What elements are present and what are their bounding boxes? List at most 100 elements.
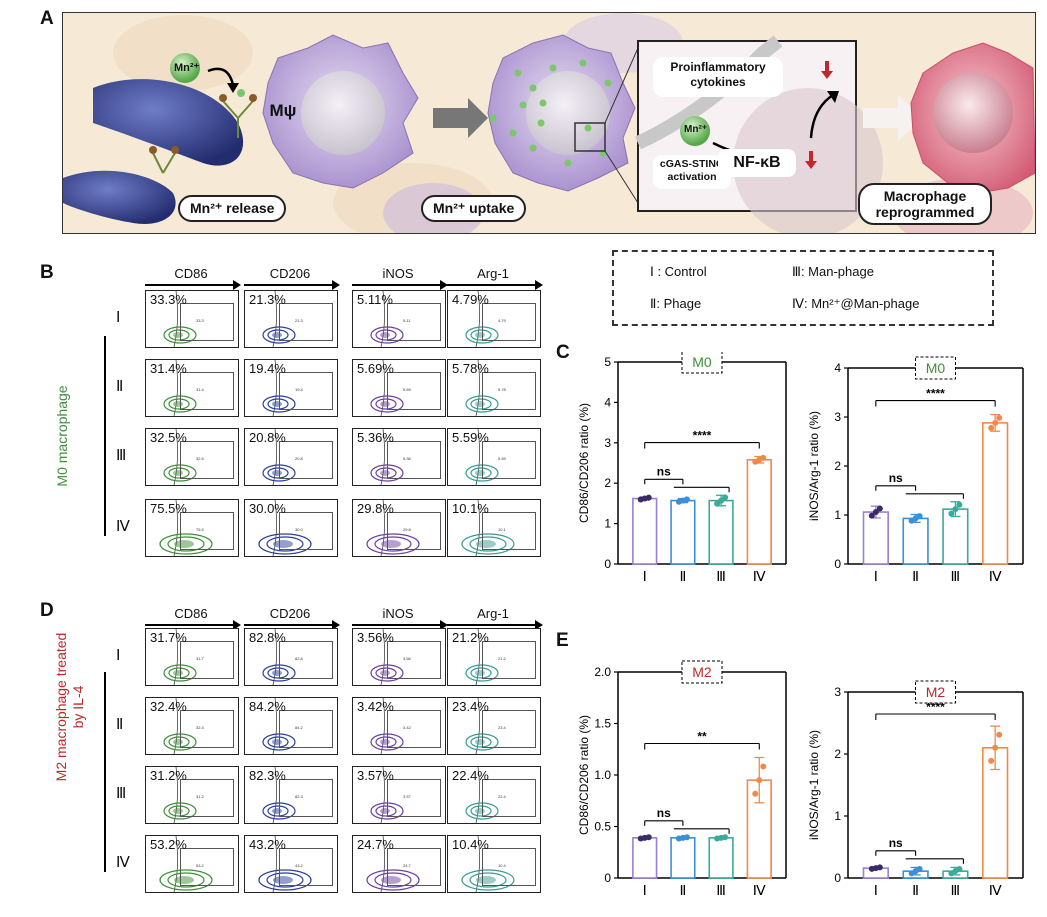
d-row-label: Ⅱ [116,717,124,733]
gate-rectangle [180,848,234,886]
b-gate-value: 20.8 [295,456,303,461]
b-header-arrow [352,280,448,290]
x-tick-label: Ⅳ [989,884,1002,899]
bar [942,508,969,565]
gate-rectangle [387,372,441,410]
data-point [956,865,963,872]
bar [670,499,696,565]
y-tick-label: 2.0 [594,665,611,679]
b-percent: 33.3% [150,292,187,307]
data-point [645,834,652,841]
d-flow-plot: 23.4% 23.4 [447,697,541,755]
x-tick-label: Ⅰ [874,570,878,585]
legend-control: Ⅰ : Control [650,264,707,279]
b-header-1: CD206 [269,266,311,281]
b-gate-value: 4.79 [498,318,506,323]
b-flow-plot: 5.11% 5.11 [352,290,446,348]
d-row-label: Ⅳ [116,855,130,871]
mn-ion-label: Mn²⁺ [174,62,200,74]
group-tag-box [681,352,723,374]
y-tick-label: 1 [834,508,841,522]
y-tick-label: 3 [604,436,611,450]
proinflammatory-label: Proinflammatory cytokines [653,57,783,97]
d-gate-value: 3.57 [403,794,411,799]
b-row-label: Ⅳ [116,519,130,535]
b-header-arrow [244,280,340,290]
b-percent: 32.5% [150,430,187,445]
data-point [916,513,923,520]
reprogrammed-pill: Macrophage reprogrammed [858,183,992,225]
ns-label: ns [657,464,671,478]
d-percent: 31.2% [150,768,187,783]
bar [670,837,696,879]
x-tick-label: Ⅲ [951,570,961,585]
b-flow-plot: 29.8% 29.8 [352,499,446,557]
significance-label: ** [697,729,707,743]
x-tick-label: Ⅱ [912,884,919,899]
data-point [876,864,883,871]
gate-rectangle [387,848,441,886]
b-flow-plot: 10.1% 10.1 [447,499,541,557]
gate-rectangle [387,512,441,550]
d-header-1: CD206 [269,606,311,621]
b-gate-value: 29.8 [403,527,411,532]
data-point [722,494,729,501]
group-legend: Ⅰ : Control Ⅱ: Phage Ⅲ: Man-phage Ⅳ: Mn²… [612,250,994,326]
b-row-label: Ⅱ [116,379,124,395]
b-percent: 75.5% [150,501,187,516]
data-point [760,763,767,770]
b-flow-plot: 5.36% 5.36 [352,428,446,486]
group-tag: M2 [692,664,712,680]
b-percent: 20.8% [249,430,286,445]
d-percent: 23.4% [452,699,489,714]
b-percent: 5.59% [452,430,489,445]
group-d-bracket [104,672,106,872]
panel-a-schematic: Mn²⁺ Mψ Mn²⁺ release Mn²⁺ uptake Mn²⁺ Pr… [62,12,1036,234]
group-tag-box [915,680,956,704]
x-tick-label: Ⅱ [912,570,919,585]
y-tick-label: 4 [834,361,841,375]
gate-rectangle [279,710,333,748]
x-tick-label: Ⅲ [716,884,726,899]
b-gate-value: 31.4 [196,387,204,392]
data-point [645,494,652,501]
b-header-arrow [145,280,241,290]
d-gate-value: 53.2 [196,863,204,868]
data-point [752,790,759,797]
d-flow-plot: 3.42% 3.42 [352,697,446,755]
b-flow-plot: 4.79% 4.79 [447,290,541,348]
d-header-3: Arg-1 [477,606,509,621]
y-tick-label: 2 [834,747,841,761]
panel-label-c: C [556,342,570,363]
d-flow-plot: 31.7% 31.7 [145,628,239,686]
gate-rectangle [279,441,333,479]
mn-release-pill: Mn²⁺ release [178,195,287,222]
b-flow-plot: 75.5% 75.5 [145,499,239,557]
group-tag-box [915,356,956,380]
gate-rectangle [279,303,333,341]
y-tick-label: 4 [604,395,611,409]
bar [708,499,734,565]
x-tick-label: Ⅲ [716,570,726,585]
data-point [956,501,963,508]
bar [982,422,1009,565]
y-axis-label: CD86/CD206 ratio (%) [577,403,591,523]
d-gate-value: 3.56 [403,656,411,661]
gate-rectangle [482,303,536,341]
b-percent: 5.78% [452,361,489,376]
panel-label-d: D [40,600,54,621]
d-percent: 53.2% [150,837,187,852]
b-percent: 29.8% [357,501,394,516]
x-tick-label: Ⅰ [874,884,878,899]
group-tag: M0 [926,360,946,376]
x-tick-label: Ⅳ [989,570,1002,585]
d-header-0: CD86 [174,606,208,621]
d-percent: 3.42% [357,699,394,714]
gate-rectangle [279,512,333,550]
data-point [683,834,690,841]
ns-label: ns [889,471,903,485]
group-b-bracket [104,336,106,536]
gate-rectangle [279,372,333,410]
d-header-arrow [244,620,340,630]
